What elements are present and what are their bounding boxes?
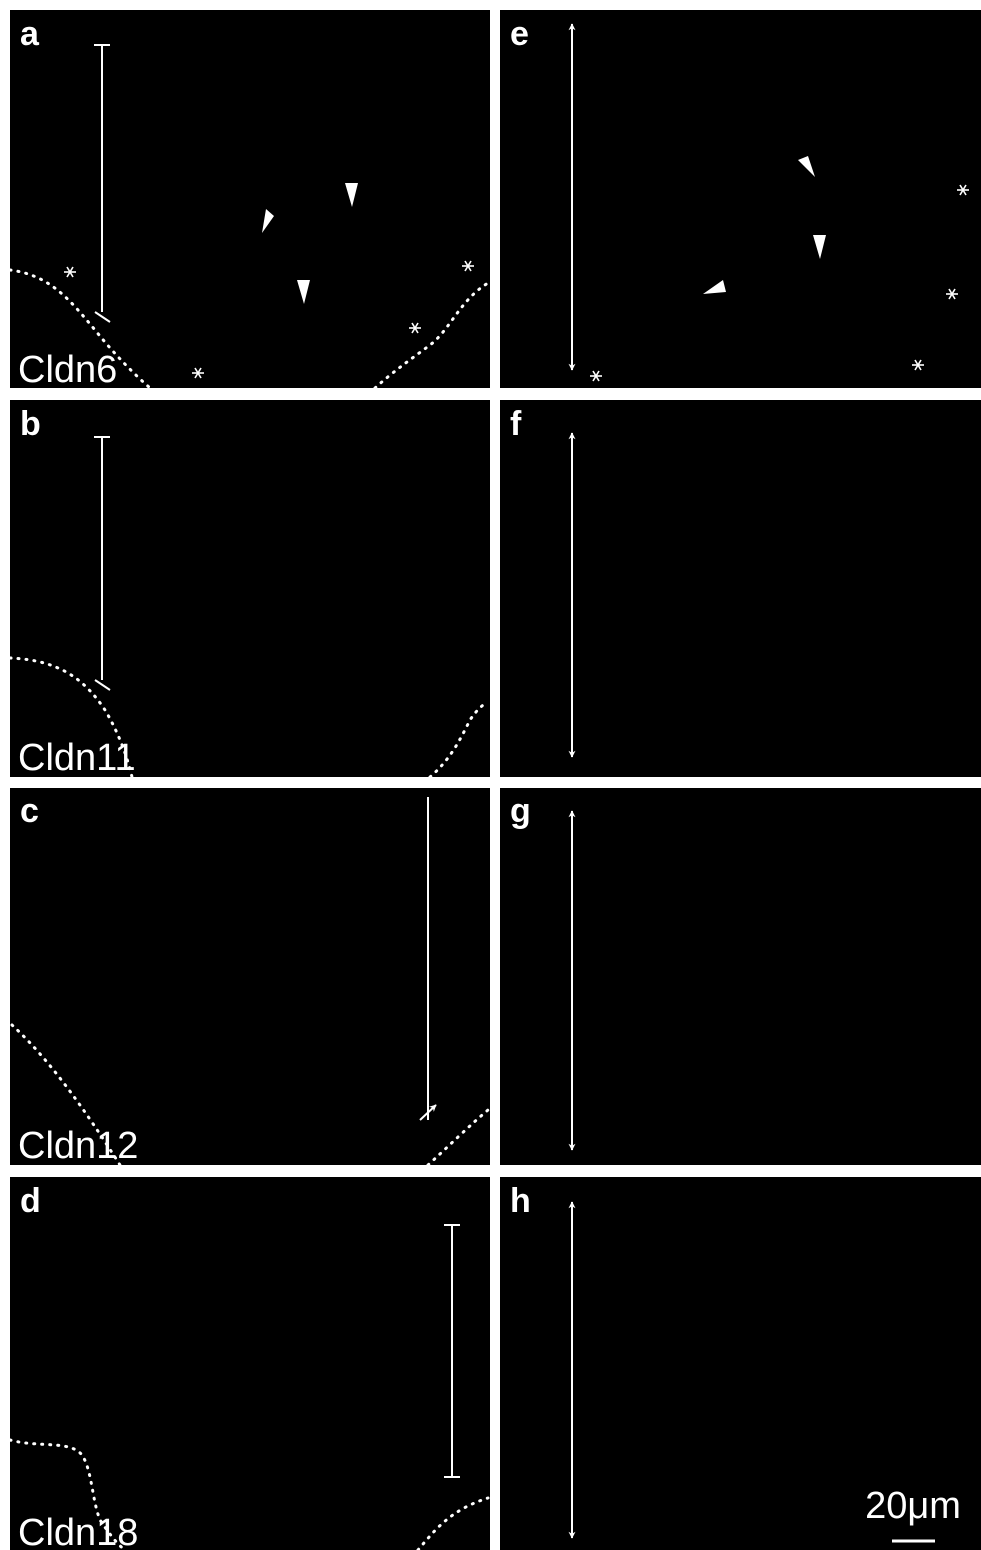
panel — [10, 788, 490, 1165]
panel-letter: c — [20, 792, 39, 830]
panel-letter: f — [510, 405, 522, 443]
stain-label: Cldn11 — [18, 737, 136, 779]
panel-letter: h — [510, 1182, 531, 1220]
stain-label: Cldn6 — [18, 349, 117, 391]
panel — [10, 400, 490, 777]
panel-letter: g — [510, 792, 531, 830]
panel-letter: a — [20, 15, 40, 53]
stain-label: Cldn18 — [18, 1512, 138, 1550]
stain-label: Cldn12 — [18, 1125, 138, 1167]
scale-bar-label: 20μm — [865, 1485, 961, 1527]
panel-letter: b — [20, 405, 41, 443]
panel-letter: d — [20, 1182, 41, 1220]
panel — [10, 1177, 490, 1550]
panel — [10, 10, 490, 388]
figure: a b c d e f g h Cldn6 Cldn11 Cldn12 Cldn… — [0, 0, 981, 1550]
panel-letter: e — [510, 15, 529, 53]
